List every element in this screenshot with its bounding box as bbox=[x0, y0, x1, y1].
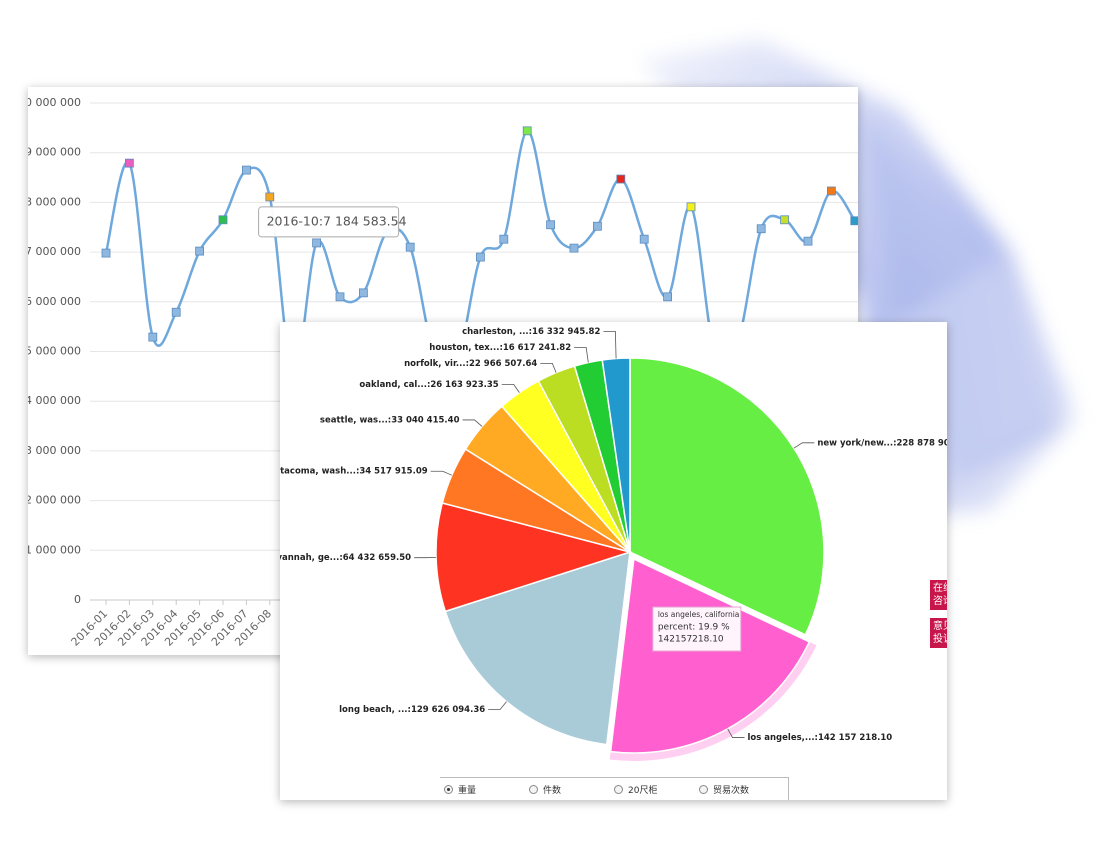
measure-selector: 重量 件数 20尺柜 贸易次数 bbox=[440, 777, 789, 800]
point-marker bbox=[546, 220, 555, 230]
leader-line bbox=[540, 362, 557, 373]
leader-line bbox=[603, 330, 617, 359]
point-marker bbox=[171, 307, 181, 317]
point-marker bbox=[218, 215, 228, 225]
leader-line bbox=[727, 728, 745, 738]
point-marker bbox=[125, 158, 134, 168]
slice-label: savannah, ge...:64 432 659.50 bbox=[280, 553, 411, 563]
radio-option[interactable]: 20尺柜 bbox=[610, 783, 695, 796]
y-tick-label: 7 000 000 bbox=[28, 245, 81, 258]
point-marker bbox=[827, 186, 836, 196]
y-tick-label: 2 000 000 bbox=[28, 494, 81, 507]
leader-line bbox=[793, 442, 815, 449]
slice-label: charleston, ...:16 332 945.82 bbox=[462, 327, 600, 337]
tooltip-line: percent: 19.9 % bbox=[658, 623, 730, 633]
point-marker bbox=[335, 292, 345, 302]
y-tick-label: 0 bbox=[74, 593, 81, 606]
leader-line bbox=[488, 701, 507, 710]
leader-line bbox=[430, 470, 453, 476]
radio-option[interactable]: 重量 bbox=[440, 783, 525, 796]
point-marker bbox=[195, 246, 205, 256]
tooltip-text: 2016-10:7 184 583.54 bbox=[267, 213, 407, 228]
point-marker bbox=[241, 165, 251, 175]
slice-label: los angeles,...:142 157 218.10 bbox=[748, 733, 893, 743]
point-marker bbox=[148, 332, 158, 342]
tooltip-box bbox=[652, 606, 742, 652]
y-tick-label: 8 000 000 bbox=[28, 195, 81, 208]
point-marker bbox=[756, 224, 766, 234]
slice-label: oakland, cal...:26 163 923.35 bbox=[359, 380, 498, 390]
tooltip-line: los angeles, california bbox=[658, 610, 740, 619]
point-marker bbox=[101, 248, 111, 258]
pie-chart-card: new york/new...:228 878 902.26 los angele… bbox=[280, 322, 947, 800]
leader-line bbox=[574, 346, 589, 363]
point-marker bbox=[499, 234, 509, 244]
radio-button[interactable] bbox=[699, 784, 708, 794]
y-tick-label: 9 000 000 bbox=[28, 146, 81, 159]
radio-button[interactable] bbox=[614, 784, 623, 794]
y-tick-label: 4 000 000 bbox=[28, 394, 81, 407]
y-tick-label: 6 000 000 bbox=[28, 295, 81, 308]
slice-label: long beach, ...:129 626 094.36 bbox=[339, 705, 485, 715]
option-label[interactable]: 件数 bbox=[543, 785, 562, 796]
y-tick-label: 5 000 000 bbox=[28, 345, 81, 358]
slice-label: new york/new...:228 878 902.26 bbox=[817, 438, 947, 448]
point-marker bbox=[522, 126, 532, 136]
side-button[interactable]: 在线咨询 bbox=[930, 580, 947, 610]
point-marker bbox=[803, 236, 813, 246]
radio-button[interactable] bbox=[444, 784, 453, 794]
side-button[interactable]: 意见投诉 bbox=[930, 618, 947, 648]
tooltip-line: 142157218.10 bbox=[658, 635, 724, 645]
point-marker bbox=[405, 242, 415, 252]
point-marker bbox=[780, 215, 789, 225]
point-marker bbox=[358, 288, 368, 298]
point-marker bbox=[663, 292, 672, 302]
point-marker bbox=[616, 174, 626, 184]
point-marker bbox=[593, 221, 602, 231]
point-marker bbox=[569, 243, 579, 253]
point-marker bbox=[686, 202, 696, 212]
slice-label: houston, tex...:16 617 241.82 bbox=[429, 343, 571, 353]
point-marker bbox=[312, 238, 322, 248]
leader-line bbox=[501, 383, 520, 393]
option-label[interactable]: 20尺柜 bbox=[628, 785, 658, 796]
pie-chart: new york/new...:228 878 902.26 los angele… bbox=[280, 327, 947, 762]
option-label[interactable]: 重量 bbox=[458, 785, 477, 796]
option-label[interactable]: 贸易次数 bbox=[713, 785, 750, 796]
point-marker bbox=[265, 192, 275, 202]
y-tick-label: 1 000 000 bbox=[28, 543, 81, 556]
pie-slice bbox=[629, 357, 825, 636]
point-marker bbox=[639, 234, 649, 244]
slice-label: tacoma, wash...:34 517 915.09 bbox=[280, 467, 428, 477]
leader-line bbox=[462, 419, 483, 427]
radio-option[interactable]: 贸易次数 bbox=[695, 783, 780, 796]
slice-label: seattle, was...:33 040 415.40 bbox=[320, 415, 460, 425]
y-tick-label: 10 000 000 bbox=[28, 96, 81, 109]
side-button-label[interactable]: 意见投诉 bbox=[933, 621, 947, 645]
radio-option[interactable]: 件数 bbox=[525, 783, 610, 796]
slice-label: norfolk, vir...:22 966 507.64 bbox=[404, 359, 537, 369]
point-marker bbox=[850, 216, 858, 226]
point-marker bbox=[475, 252, 485, 262]
tooltip-box bbox=[258, 206, 400, 238]
side-button-label[interactable]: 在线咨询 bbox=[933, 583, 947, 607]
radio-button[interactable] bbox=[529, 784, 538, 794]
y-tick-label: 3 000 000 bbox=[28, 444, 81, 457]
